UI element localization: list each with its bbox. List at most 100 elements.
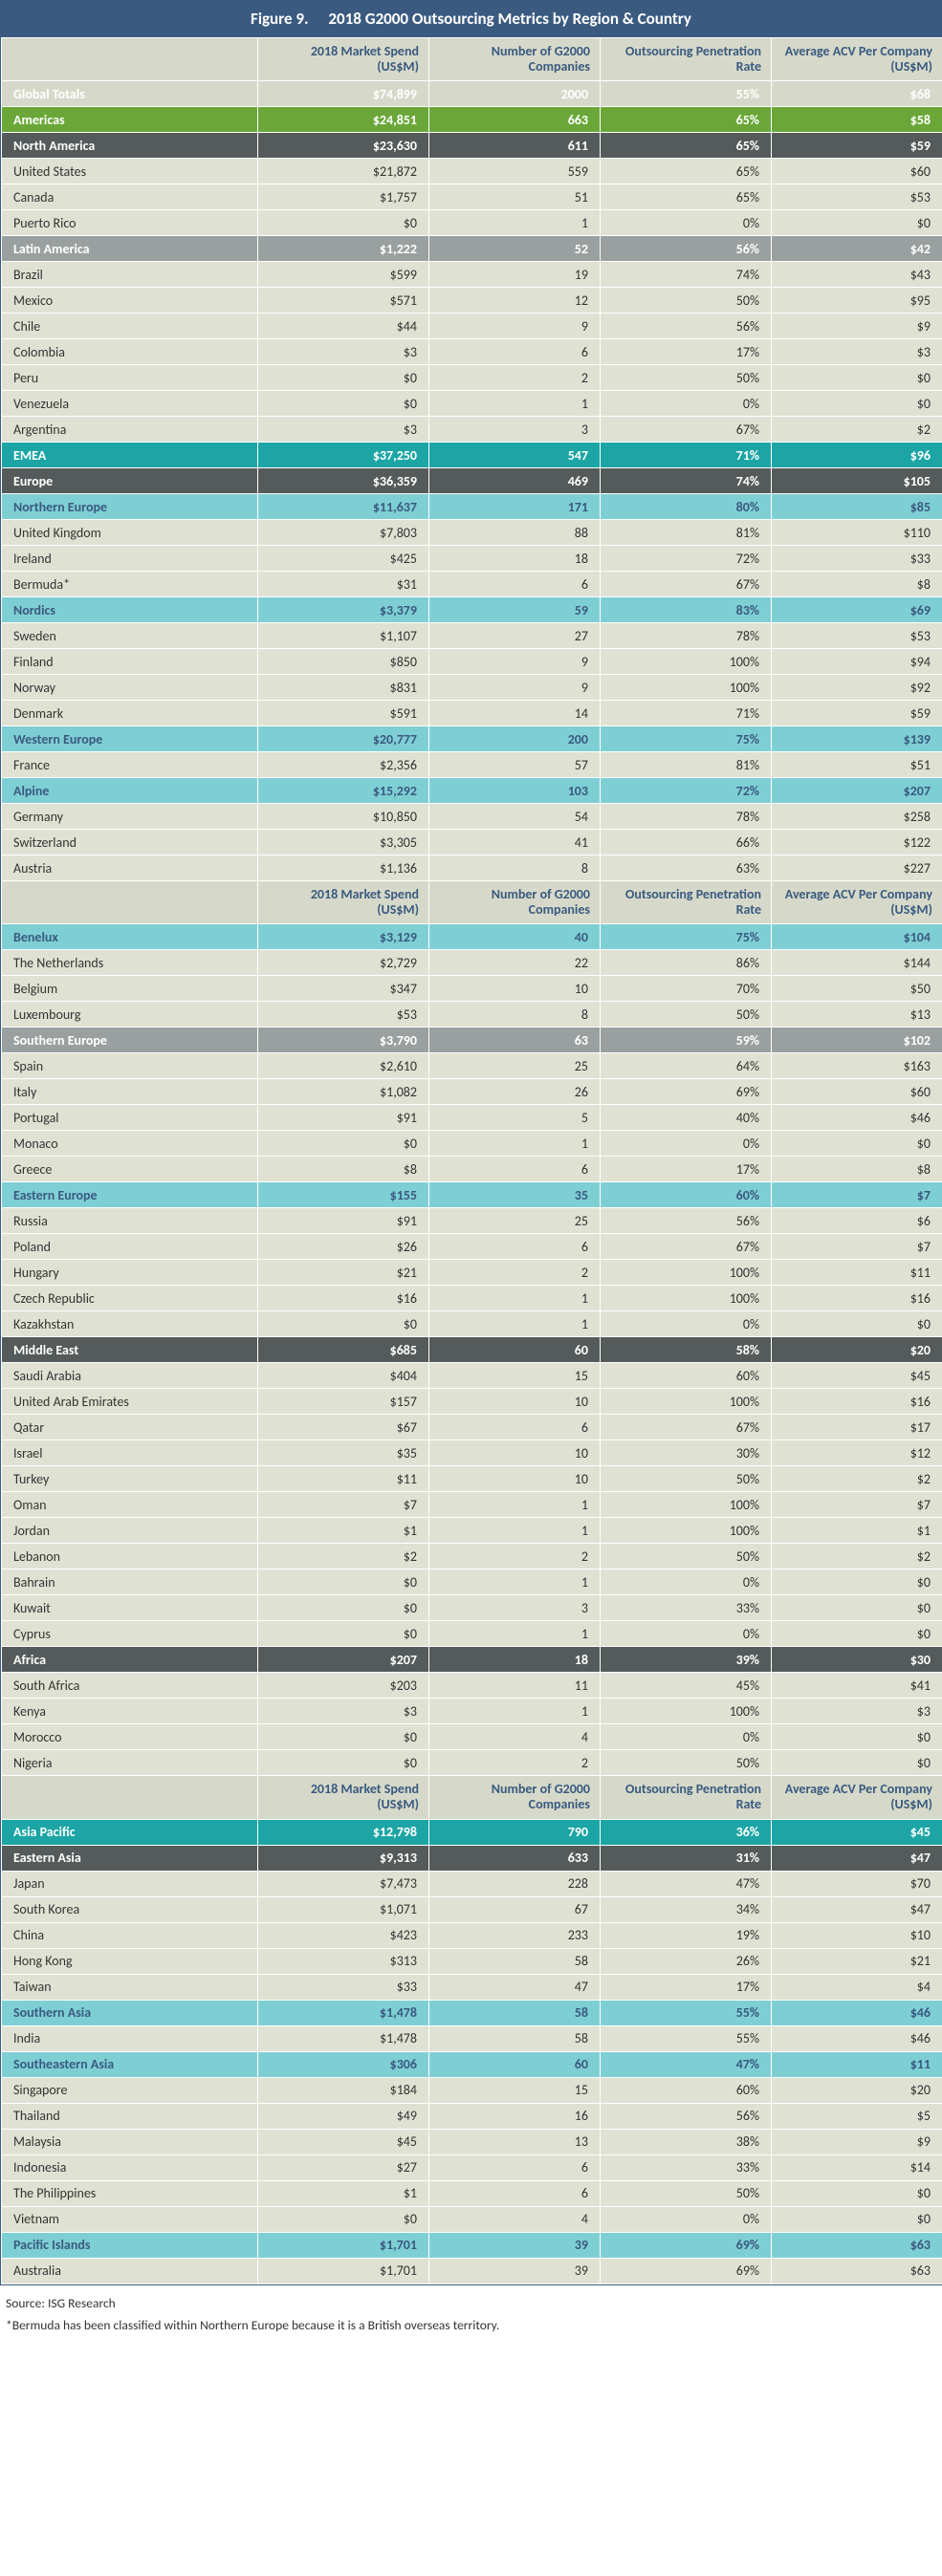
row-label: The Netherlands (2, 950, 258, 976)
table-row: Kenya$31100%$3 (2, 1699, 942, 1724)
row-value: 100% (601, 1286, 772, 1311)
row-value: 9 (429, 675, 601, 701)
row-value: 69% (601, 2258, 772, 2284)
row-value: $11 (772, 2051, 942, 2077)
row-value: $0 (258, 1311, 429, 1337)
row-value: 547 (429, 443, 601, 468)
row-value: $139 (772, 726, 942, 752)
row-value: 39 (429, 2232, 601, 2258)
row-value: $21 (772, 1948, 942, 1974)
table-row: Southern Asia$1,4785855%$46 (2, 2000, 942, 2025)
table-row: Nigeria$0250%$0 (2, 1750, 942, 1776)
row-value: 63% (601, 855, 772, 881)
row-value: 71% (601, 701, 772, 726)
row-label: Malaysia (2, 2129, 258, 2154)
row-value: 1 (429, 1286, 601, 1311)
row-value: 0% (601, 210, 772, 236)
table-row: Kuwait$0333%$0 (2, 1595, 942, 1621)
row-label: United States (2, 159, 258, 184)
row-value: $16 (258, 1286, 429, 1311)
row-label: Brazil (2, 262, 258, 288)
table-row: Oman$71100%$7 (2, 1492, 942, 1518)
row-value: $33 (258, 1974, 429, 2000)
row-value: $2,356 (258, 752, 429, 778)
row-value: $63 (772, 2232, 942, 2258)
row-value: 81% (601, 752, 772, 778)
row-value: 58% (601, 1337, 772, 1363)
row-label: Hong Kong (2, 1948, 258, 1974)
row-value: 72% (601, 778, 772, 804)
row-value: 0% (601, 1311, 772, 1337)
row-value: $20,777 (258, 726, 429, 752)
row-value: $227 (772, 855, 942, 881)
row-label: Kazakhstan (2, 1311, 258, 1337)
row-value: 6 (429, 1234, 601, 1260)
row-value: 2 (429, 1750, 601, 1776)
row-value: 559 (429, 159, 601, 184)
row-value: $258 (772, 804, 942, 830)
row-value: 3 (429, 1595, 601, 1621)
row-label: Monaco (2, 1131, 258, 1157)
column-header: Number of G2000 Companies (429, 1776, 601, 1819)
table-row: Vietnam$040%$0 (2, 2206, 942, 2232)
row-label: Austria (2, 855, 258, 881)
row-value: 66% (601, 830, 772, 855)
row-value: $0 (772, 1724, 942, 1750)
row-value: 4 (429, 2206, 601, 2232)
row-value: $7 (772, 1234, 942, 1260)
row-value: $21,872 (258, 159, 429, 184)
table-row: United States$21,87255965%$60 (2, 159, 942, 184)
row-value: 2 (429, 365, 601, 391)
row-value: 65% (601, 184, 772, 210)
row-value: $12 (772, 1440, 942, 1466)
row-label: Taiwan (2, 1974, 258, 2000)
row-value: $1,222 (258, 236, 429, 262)
row-value: 78% (601, 623, 772, 649)
row-value: 50% (601, 1466, 772, 1492)
table-row: Cyprus$010%$0 (2, 1621, 942, 1647)
row-value: $95 (772, 288, 942, 314)
row-value: $0 (258, 210, 429, 236)
row-value: 58 (429, 1948, 601, 1974)
row-value: 1 (429, 1492, 601, 1518)
row-value: 0% (601, 1569, 772, 1595)
row-value: 1 (429, 391, 601, 417)
table-row: Morocco$040%$0 (2, 1724, 942, 1750)
row-value: 5 (429, 1105, 601, 1131)
row-label: Lebanon (2, 1544, 258, 1569)
row-value: 1 (429, 1569, 601, 1595)
row-value: $16 (772, 1389, 942, 1415)
column-header: Average ACV Per Company (US$M) (772, 1776, 942, 1819)
row-value: $92 (772, 675, 942, 701)
row-label: Benelux (2, 924, 258, 950)
table-row: Malaysia$451338%$9 (2, 2129, 942, 2154)
column-header: Number of G2000 Companies (429, 38, 601, 81)
row-label: Oman (2, 1492, 258, 1518)
row-label: Kenya (2, 1699, 258, 1724)
row-value: 51 (429, 184, 601, 210)
row-label: Luxembourg (2, 1002, 258, 1028)
row-value: $43 (772, 262, 942, 288)
row-value: $0 (772, 1621, 942, 1647)
row-label: Ireland (2, 546, 258, 572)
row-value: $68 (772, 81, 942, 107)
row-value: $53 (258, 1002, 429, 1028)
row-label: Chile (2, 314, 258, 339)
row-value: 40% (601, 1105, 772, 1131)
table-row: Turkey$111050%$2 (2, 1466, 942, 1492)
row-value: $7 (772, 1492, 942, 1518)
row-value: 0% (601, 1724, 772, 1750)
row-value: $59 (772, 133, 942, 159)
table-row: South Africa$2031145%$41 (2, 1673, 942, 1699)
row-value: $46 (772, 2025, 942, 2051)
row-value: 10 (429, 976, 601, 1002)
table-row: Benelux$3,1294075%$104 (2, 924, 942, 950)
row-value: $2 (772, 417, 942, 443)
row-label: France (2, 752, 258, 778)
row-value: $3 (258, 1699, 429, 1724)
row-value: 2 (429, 1260, 601, 1286)
row-value: $8 (258, 1157, 429, 1182)
row-value: 47 (429, 1974, 601, 2000)
table-row: Northern Europe$11,63717180%$85 (2, 494, 942, 520)
table-row: Americas$24,85166365%$58 (2, 107, 942, 133)
